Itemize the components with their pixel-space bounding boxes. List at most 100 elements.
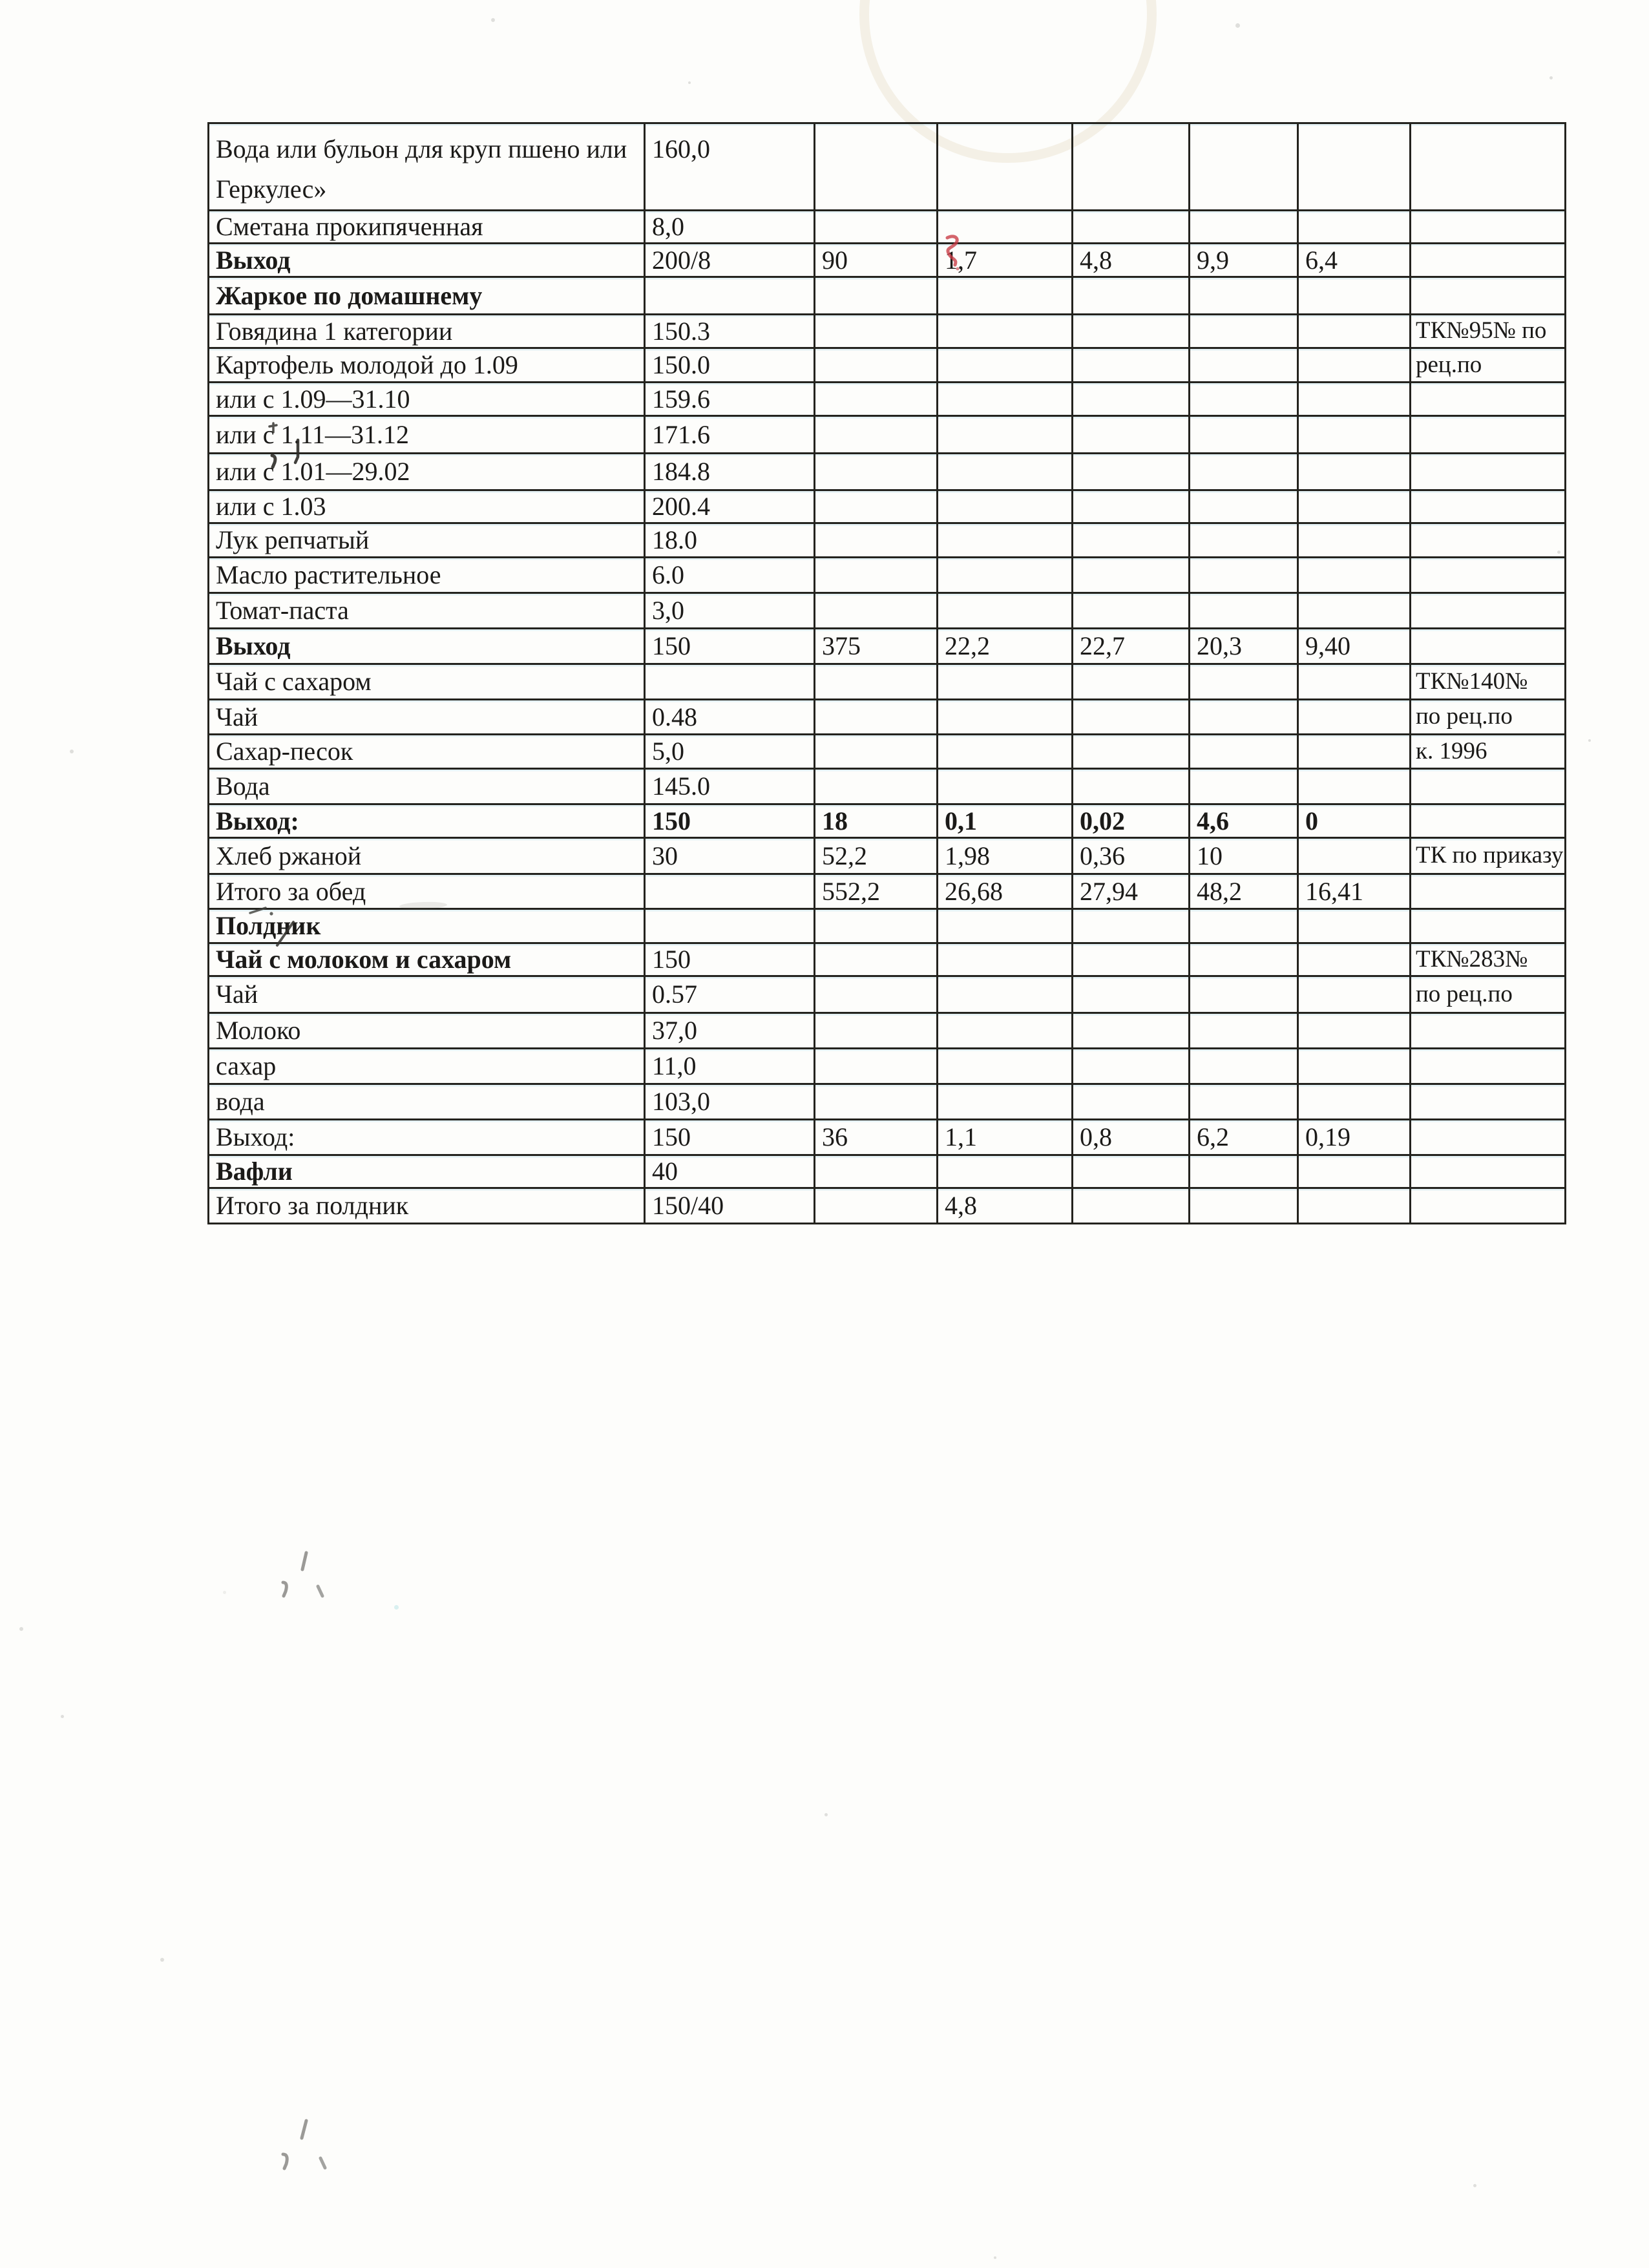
table-cell [1071, 522, 1190, 558]
table-cell: 184.8 [644, 452, 815, 491]
table-cell [814, 452, 938, 491]
table-cell [1297, 1083, 1411, 1120]
table-cell [936, 1012, 1073, 1049]
table-cell [936, 698, 1073, 735]
table-cell [1188, 698, 1299, 735]
table-row: Выход: 150 36 1,1 0,8 6,2 0,19 [207, 1118, 1566, 1156]
table-cell: 27,94 [1071, 873, 1190, 910]
table-cell: по рец.по [1409, 975, 1566, 1014]
table-cell: 150.3 [644, 313, 815, 349]
table-cell [814, 415, 938, 454]
table-cell [814, 313, 938, 349]
handwriting-marks-lower [281, 2119, 327, 2170]
table-cell [814, 381, 938, 417]
table-cell: Хлеб ржаной [207, 837, 646, 875]
table-cell [814, 592, 938, 629]
table-cell: 9,40 [1297, 627, 1411, 665]
table-cell [1409, 1118, 1566, 1156]
table-cell: 30 [644, 837, 815, 875]
table-cell: 4,8 [936, 1187, 1073, 1224]
table-cell: Итого за полдник [207, 1187, 646, 1224]
table-cell [1071, 347, 1190, 383]
table-cell: Полдник [207, 908, 646, 944]
scan-speck [1473, 2184, 1476, 2187]
table-cell: или с 1.01—29.02 [207, 452, 646, 491]
table-cell [814, 276, 938, 315]
table-cell: 9,9 [1188, 242, 1299, 278]
table-row: Жаркое по домашнему [207, 276, 1566, 315]
table-row: Выход 150 375 22,2 22,7 20,3 9,40 [207, 627, 1566, 665]
table-cell: 6,2 [1188, 1118, 1299, 1156]
table-cell [1297, 347, 1411, 383]
scan-speck [394, 1605, 399, 1610]
table-cell: 22,7 [1071, 627, 1190, 665]
table-cell: Вода [207, 768, 646, 805]
table-cell [1409, 873, 1566, 910]
table-cell [936, 452, 1073, 491]
scan-speck [824, 1813, 828, 1816]
table-cell [1071, 942, 1190, 977]
table-cell [1297, 276, 1411, 315]
table-cell: 150.0 [644, 347, 815, 383]
table-cell [1188, 489, 1299, 524]
table-row: сахар 11,0 [207, 1047, 1566, 1085]
table-cell [936, 347, 1073, 383]
table-cell: 0 [1297, 803, 1411, 839]
table-cell [1297, 1154, 1411, 1189]
table-cell: 200/8 [644, 242, 815, 278]
table-cell [1071, 592, 1190, 629]
scan-speck [160, 1958, 164, 1962]
table-cell [1297, 1012, 1411, 1049]
scan-speck [994, 2256, 996, 2259]
table-cell: сахар [207, 1047, 646, 1085]
table-cell: рец.по [1409, 347, 1566, 383]
table-cell [1297, 313, 1411, 349]
table-cell [814, 1012, 938, 1049]
table-cell [936, 733, 1073, 770]
scan-speck [491, 18, 495, 22]
table-cell [1297, 209, 1411, 244]
table-cell: 552,2 [814, 873, 938, 910]
table-cell [814, 1187, 938, 1224]
table-cell [644, 663, 815, 700]
table-cell [1409, 122, 1566, 211]
table-cell [814, 347, 938, 383]
table-cell [1409, 1187, 1566, 1224]
table-cell: 145.0 [644, 768, 815, 805]
table-cell [1071, 908, 1190, 944]
table-cell: вода [207, 1083, 646, 1120]
menu-table: Вода или бульон для круп пшено или Герку… [207, 122, 1566, 1224]
table-cell [1071, 1187, 1190, 1224]
table-cell: Картофель молодой до 1.09 [207, 347, 646, 383]
table-cell [1071, 122, 1190, 211]
table-cell: 150 [644, 1118, 815, 1156]
table-cell: ТК№283№ [1409, 942, 1566, 977]
table-cell [1188, 415, 1299, 454]
table-cell: 1,1 [936, 1118, 1073, 1156]
scan-speck [1235, 23, 1240, 28]
table-cell: 150 [644, 942, 815, 977]
table-cell: 0,02 [1071, 803, 1190, 839]
table-cell: 26,68 [936, 873, 1073, 910]
table-cell: 36 [814, 1118, 938, 1156]
table-cell [1297, 381, 1411, 417]
table-cell: по рец.по [1409, 698, 1566, 735]
table-cell [814, 975, 938, 1014]
table-cell [1188, 209, 1299, 244]
table-row: Вода или бульон для круп пшено или Герку… [207, 122, 1566, 211]
table-cell: или с 1.03 [207, 489, 646, 524]
table-cell: Говядина 1 категории [207, 313, 646, 349]
table-cell [1297, 733, 1411, 770]
table-cell [1409, 276, 1566, 315]
table-cell [1297, 698, 1411, 735]
table-cell: 6.0 [644, 556, 815, 594]
table-row: Масло растительное 6.0 [207, 556, 1566, 594]
table-cell: 4,8 [1071, 242, 1190, 278]
table-cell: 3,0 [644, 592, 815, 629]
table-cell: Выход: [207, 803, 646, 839]
table-cell [1071, 415, 1190, 454]
table-cell: Лук репчатый [207, 522, 646, 558]
table-cell [814, 1083, 938, 1120]
table-cell: 4,6 [1188, 803, 1299, 839]
table-cell [936, 276, 1073, 315]
